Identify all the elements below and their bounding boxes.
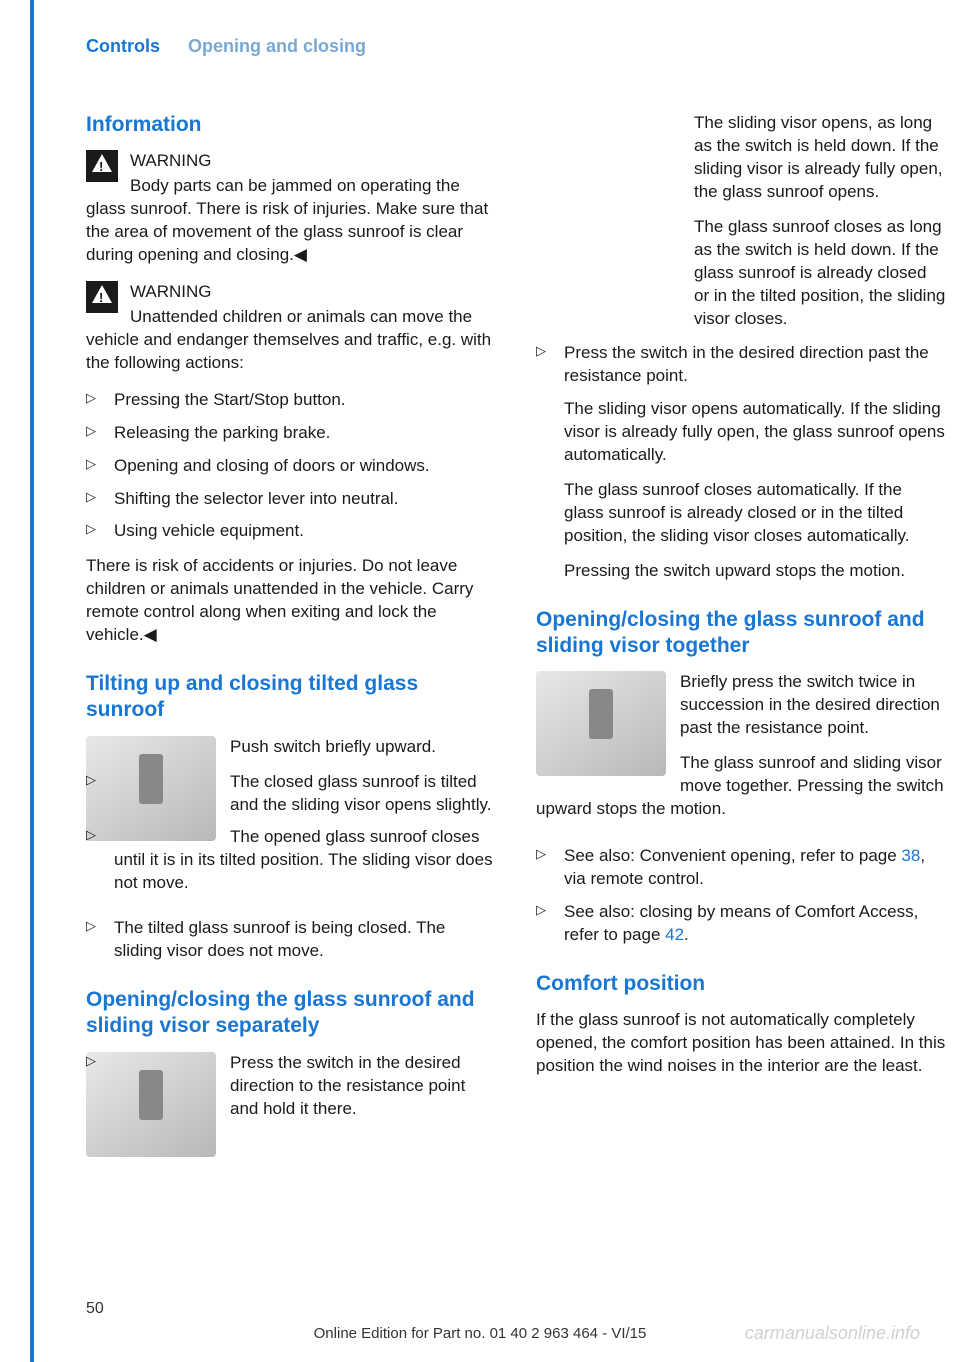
list-item: Opening and closing of doors or windows. <box>86 455 496 478</box>
list-item: The opened glass sunroof closes until it… <box>86 826 496 895</box>
side-stripe <box>30 0 34 1362</box>
together-b2a: See also: closing by means of Comfort Ac… <box>564 902 918 944</box>
information-heading: Information <box>86 112 496 138</box>
list-item: Press the switch in the desired directio… <box>86 1052 496 1121</box>
sep-para-5: Pressing the switch upward stops the mot… <box>564 560 946 583</box>
tilting-bullet-list: The closed glass sunroof is tilted and t… <box>86 771 496 896</box>
warning-icon <box>86 281 118 313</box>
list-item: See also: Convenient opening, refer to p… <box>536 845 946 891</box>
sunroof-switch-arrows-image <box>536 671 666 776</box>
warning-label: WARNING <box>86 150 496 173</box>
tilting-heading: Tilting up and closing tilted glass sunr… <box>86 671 496 724</box>
page-header: Controls Opening and closing <box>86 36 366 57</box>
sep-bullet-list: Press the switch in the desired directio… <box>536 342 946 582</box>
list-item: See also: closing by means of Comfort Ac… <box>536 901 946 947</box>
warning-block-1: WARNING Body parts can be jammed on oper… <box>86 150 496 267</box>
warning-bullet-list: Pressing the Start/Stop button. Releasin… <box>86 389 496 544</box>
list-item: Shifting the selector lever into neutral… <box>86 488 496 511</box>
list-item: Press the switch in the desired directio… <box>536 342 946 582</box>
watermark: carmanualsonline.info <box>745 1323 920 1344</box>
sep-para-1: The sliding visor opens, as long as the … <box>694 112 946 204</box>
warning-block-2: WARNING Unattended children or animals c… <box>86 281 496 375</box>
together-b1a: See also: Convenient opening, refer to p… <box>564 846 901 865</box>
together-heading: Opening/closing the glass sunroof and sl… <box>536 607 946 660</box>
sep-para-3: The sliding visor opens automatically. I… <box>564 398 946 467</box>
together-block: Briefly press the switch twice in succes… <box>536 671 946 833</box>
list-item: Releasing the parking brake. <box>86 422 496 445</box>
list-item: Using vehicle equipment. <box>86 520 496 543</box>
main-content: Information WARNING Body parts can be ja… <box>86 112 920 1177</box>
warning-label: WARNING <box>86 281 496 304</box>
separately-block: Press the switch in the desired directio… <box>86 1052 496 1165</box>
page-ref-42[interactable]: 42 <box>665 925 684 944</box>
page-ref-38[interactable]: 38 <box>901 846 920 865</box>
warning-after-text: There is risk of accidents or injuries. … <box>86 555 496 647</box>
tilting-block: Push switch briefly upward. The closed g… <box>86 736 496 906</box>
left-column: Information WARNING Body parts can be ja… <box>86 112 496 1177</box>
comfort-heading: Comfort position <box>536 971 946 997</box>
tilting-after-list: The tilted glass sunroof is being closed… <box>86 917 496 963</box>
separately-heading: Opening/closing the glass sunroof and sl… <box>86 987 496 1040</box>
page-number: 50 <box>86 1300 104 1318</box>
warning-text: Unattended children or animals can move … <box>86 307 491 372</box>
together-b2b: . <box>684 925 689 944</box>
comfort-para: If the glass sunroof is not automaticall… <box>536 1009 946 1078</box>
separately-bullet-list: Press the switch in the desired directio… <box>86 1052 496 1121</box>
sep-bullet-text: Press the switch in the desired directio… <box>564 343 929 385</box>
right-column: The sliding visor opens, as long as the … <box>536 112 946 1177</box>
list-item: The tilted glass sunroof is being closed… <box>86 917 496 963</box>
together-bullet-list: See also: Convenient opening, refer to p… <box>536 845 946 947</box>
breadcrumb-section: Opening and closing <box>188 36 366 57</box>
warning-icon <box>86 150 118 182</box>
list-item: Pressing the Start/Stop button. <box>86 389 496 412</box>
sep-para-4: The glass sunroof closes automatically. … <box>564 479 946 548</box>
list-item: The closed glass sunroof is tilted and t… <box>86 771 496 817</box>
warning-text: Body parts can be jammed on operating th… <box>86 176 488 264</box>
sep-para-2: The glass sunroof closes as long as the … <box>694 216 946 331</box>
breadcrumb-controls: Controls <box>86 36 160 57</box>
